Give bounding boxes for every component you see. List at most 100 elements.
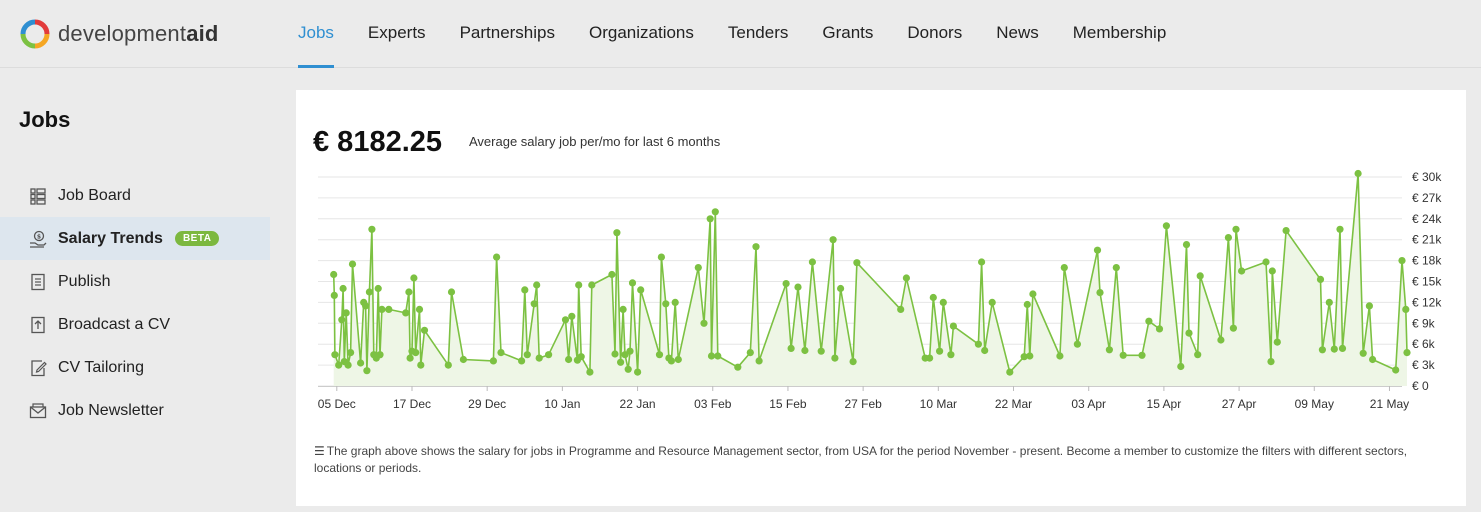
data-point — [608, 270, 616, 279]
data-point — [347, 349, 355, 357]
nav-experts[interactable]: Experts — [367, 23, 426, 42]
data-point — [1023, 300, 1031, 309]
x-tick-label: 15 Apr — [1147, 397, 1182, 411]
data-point — [1316, 275, 1325, 283]
data-point — [711, 208, 719, 216]
data-point — [981, 346, 989, 355]
top-header: developmentaid Jobs Experts Partnerships Or… — [0, 0, 1481, 68]
x-tick-label: 03 Apr — [1071, 397, 1106, 411]
salary-line-chart[interactable]: € 0 € 3k € 6k € 9k € 12k € 15k € 18k € 21k € 24k… — [296, 166, 1466, 421]
sidebar-item-salary-trends[interactable]: $ Salary Trends BETA — [0, 217, 270, 260]
logo[interactable]: developmentaid — [20, 17, 219, 51]
data-point — [368, 225, 376, 233]
data-point — [363, 367, 371, 375]
data-point — [493, 253, 501, 261]
data-point — [974, 340, 983, 348]
data-point — [1359, 349, 1367, 357]
data-point — [671, 298, 679, 306]
nav-partnerships[interactable]: Partnerships — [459, 23, 555, 42]
nav-jobs[interactable]: Jobs — [298, 0, 334, 68]
data-point — [1119, 351, 1127, 359]
data-point — [1112, 264, 1120, 272]
x-tick-label: 27 Apr — [1222, 397, 1257, 411]
sidebar-item-cv-tailoring[interactable]: CV Tailoring — [0, 346, 270, 389]
nav-grants[interactable]: Grants — [822, 23, 874, 42]
data-point — [637, 286, 645, 294]
data-point — [782, 280, 790, 288]
data-point — [1138, 351, 1146, 359]
data-point — [853, 259, 861, 267]
document-icon — [29, 273, 47, 291]
data-point — [1273, 338, 1281, 346]
data-point — [808, 258, 817, 266]
data-point — [374, 284, 382, 293]
data-point — [521, 286, 529, 294]
sidebar-item-job-board[interactable]: Job Board — [0, 174, 270, 217]
logo-word-light: development — [58, 21, 187, 46]
logo-mark-icon — [20, 19, 50, 49]
data-point — [700, 319, 708, 327]
data-point — [1392, 366, 1400, 374]
sidebar-item-publish[interactable]: Publish — [0, 260, 270, 303]
data-point — [634, 368, 642, 376]
nav-membership[interactable]: Membership — [1072, 23, 1167, 42]
data-point — [378, 305, 386, 313]
data-point — [1336, 225, 1344, 233]
data-point — [415, 305, 424, 313]
data-point — [410, 274, 418, 282]
nav-tenders[interactable]: Tenders — [727, 23, 789, 42]
data-point — [405, 288, 413, 296]
data-point — [402, 309, 410, 317]
data-point — [330, 270, 338, 279]
data-point — [831, 354, 839, 362]
data-point — [734, 363, 742, 371]
data-point — [376, 351, 384, 359]
data-point — [978, 258, 986, 266]
data-point — [617, 358, 625, 366]
data-point — [1224, 234, 1232, 242]
data-point — [420, 326, 429, 334]
data-point — [338, 316, 346, 324]
nav-donors[interactable]: Donors — [907, 23, 963, 42]
data-point — [1369, 355, 1377, 364]
logo-word-bold: aid — [186, 21, 219, 46]
y-tick-label: € 0 — [1412, 379, 1429, 393]
data-point — [746, 349, 754, 357]
data-point — [1006, 368, 1014, 376]
chart-note-text: The graph above shows the salary for job… — [314, 444, 1408, 475]
data-point — [588, 281, 596, 289]
y-tick-label: € 21k — [1412, 233, 1442, 247]
svg-text:$: $ — [37, 233, 41, 240]
data-point — [939, 298, 947, 306]
data-point — [1026, 352, 1034, 360]
data-point — [1177, 362, 1185, 371]
data-point — [1318, 346, 1326, 354]
logo-text: developmentaid — [58, 21, 219, 47]
data-point — [1267, 358, 1275, 366]
x-tick-label: 22 Jan — [620, 397, 656, 411]
data-point — [339, 284, 347, 293]
sidebar-item-job-newsletter[interactable]: Job Newsletter — [0, 389, 270, 432]
nav-organizations[interactable]: Organizations — [589, 23, 694, 42]
data-point — [417, 361, 425, 369]
chart-note: ☰ The graph above shows the salary for jo… — [314, 443, 1434, 477]
data-point — [459, 355, 467, 364]
nav-news[interactable]: News — [996, 23, 1039, 42]
data-point — [1338, 344, 1347, 352]
sidebar-item-broadcast-a-cv[interactable]: Broadcast a CV — [0, 303, 270, 346]
data-point — [330, 291, 338, 299]
data-point — [1182, 241, 1191, 249]
sidebar-item-label: CV Tailoring — [58, 358, 144, 376]
money-hand-icon: $ — [29, 230, 47, 248]
data-point — [829, 236, 837, 244]
data-point — [1217, 336, 1225, 344]
salary-trends-card: € 8182.25 Average salary job per/mo for … — [296, 90, 1466, 506]
data-point — [489, 357, 497, 365]
x-tick-label: 17 Dec — [393, 397, 431, 411]
data-point — [707, 352, 716, 360]
data-point — [706, 215, 714, 223]
beta-badge: BETA — [174, 231, 220, 246]
data-point — [714, 352, 722, 360]
data-point — [348, 260, 357, 268]
data-point — [1020, 353, 1028, 361]
